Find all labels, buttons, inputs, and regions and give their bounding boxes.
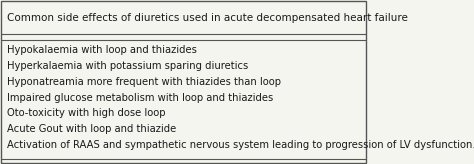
- Text: Activation of RAAS and sympathetic nervous system leading to progression of LV d: Activation of RAAS and sympathetic nervo…: [7, 140, 474, 150]
- Text: Impaired glucose metabolism with loop and thiazides: Impaired glucose metabolism with loop an…: [7, 93, 273, 103]
- Text: Hyponatreamia more frequent with thiazides than loop: Hyponatreamia more frequent with thiazid…: [7, 77, 281, 87]
- Text: Hypokalaemia with loop and thiazides: Hypokalaemia with loop and thiazides: [7, 45, 197, 55]
- Text: Common side effects of diuretics used in acute decompensated heart failure: Common side effects of diuretics used in…: [7, 13, 408, 23]
- Text: Oto-toxicity with high dose loop: Oto-toxicity with high dose loop: [7, 109, 165, 118]
- Text: Acute Gout with loop and thiazide: Acute Gout with loop and thiazide: [7, 124, 176, 134]
- Text: Hyperkalaemia with potassium sparing diuretics: Hyperkalaemia with potassium sparing diu…: [7, 61, 248, 71]
- FancyBboxPatch shape: [1, 1, 366, 163]
